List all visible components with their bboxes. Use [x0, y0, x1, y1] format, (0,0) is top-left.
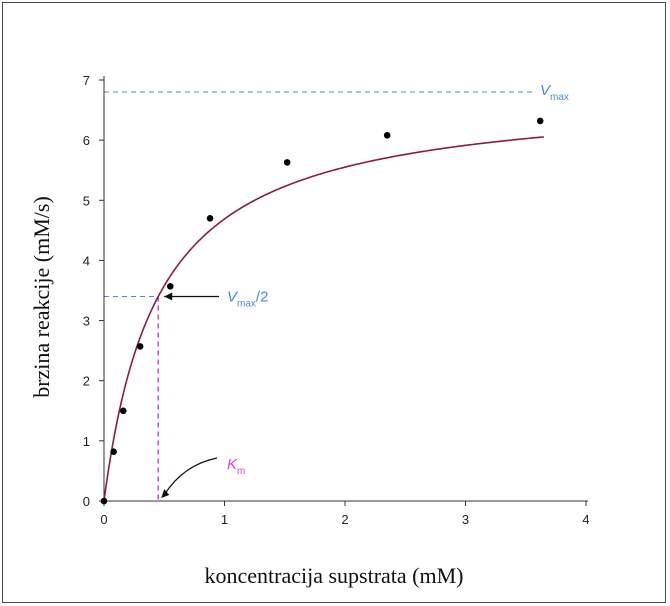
data-point: [206, 215, 214, 222]
x-tick-label: 3: [462, 512, 469, 527]
y-tick-label: 3: [83, 314, 90, 329]
half-vmax-label-subscript: max: [237, 299, 256, 310]
data-points: [100, 117, 544, 505]
y-tick-label: 4: [83, 253, 90, 268]
vmax-label-subscript: max: [550, 92, 569, 103]
fit-curve-group: [103, 136, 544, 502]
y-tick-label: 2: [83, 374, 90, 389]
x-tick-label: 0: [100, 512, 107, 527]
x-tick-label: 1: [221, 512, 228, 527]
data-point: [283, 159, 291, 166]
half-vmax-arrowhead: [164, 292, 173, 301]
y-tick-label: 7: [83, 73, 90, 88]
axes: 0 1 2 3 4 0 1 2 3 4 5 6 7: [83, 73, 590, 527]
data-point: [100, 497, 108, 505]
half-vmax-label-suffix: /2: [256, 289, 269, 306]
annotations: Vmax Vmax/2 Km: [161, 82, 569, 498]
y-tick-label: 6: [83, 133, 90, 148]
data-point: [110, 448, 117, 455]
x-tick-label: 4: [582, 512, 589, 527]
x-tick-label: 2: [341, 512, 348, 527]
fit-curve: [103, 136, 544, 502]
michaelis-menten-chart: 0 1 2 3 4 0 1 2 3 4 5 6 7 Vmax Vmax/2 Km koncentracija…: [29, 73, 590, 588]
km-arrowhead: [161, 489, 170, 498]
y-axis-title: brzina reakcije (mM/s): [29, 196, 54, 398]
data-point: [536, 117, 544, 125]
y-tick-label: 1: [83, 434, 90, 449]
km-label-subscript: m: [237, 466, 245, 477]
data-point: [136, 343, 144, 350]
y-tick-label: 0: [83, 494, 90, 509]
y-tick-label: 5: [83, 193, 90, 208]
vmax-label: Vmax: [540, 82, 569, 103]
km-arrow-line: [163, 457, 218, 496]
vmax-guides: [104, 91, 536, 501]
data-point: [383, 132, 391, 139]
data-point: [119, 407, 127, 415]
km-label: Km: [227, 456, 245, 477]
data-point: [166, 282, 174, 290]
x-axis-title: koncentracija supstrata (mM): [204, 563, 463, 588]
half-vmax-label: Vmax/2: [227, 289, 268, 310]
